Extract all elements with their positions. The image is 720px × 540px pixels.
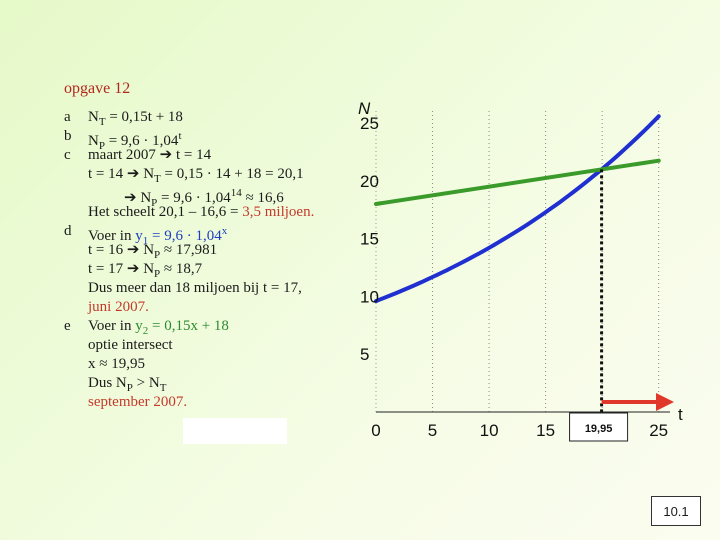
line-text: t = 14 ➔ NT = 0,15 · 14 + 18 = 20,1 xyxy=(88,165,304,189)
text-fragment: = 9,6 · 1,04 xyxy=(157,190,231,206)
text-fragment: = 9,6 · 1,04 xyxy=(148,228,222,244)
text-fragment: 14 xyxy=(230,187,242,199)
text-fragment: T xyxy=(159,382,167,394)
text-fragment: Voer in xyxy=(88,228,136,244)
text-fragment: Het scheelt 20,1 – 16,6 = xyxy=(88,204,243,220)
text-fragment: P xyxy=(154,268,161,280)
text-fragment: ≈ 16,6 xyxy=(241,190,284,206)
text-fragment: 2 xyxy=(142,325,149,337)
arrow-head-icon xyxy=(656,393,674,411)
line-text: september 2007. xyxy=(88,393,187,412)
text-fragment: t = 17 ➔ N xyxy=(88,261,155,277)
text-fragment: Dus meer dan 18 miljoen bij t = 17, xyxy=(88,280,302,296)
line-text: Dus NP > NT xyxy=(88,374,166,398)
line-text: Dus meer dan 18 miljoen bij t = 17, xyxy=(88,279,302,298)
text-fragment: optie intersect xyxy=(88,337,173,353)
text-fragment: T xyxy=(154,173,161,185)
page-number-badge: 10.1 xyxy=(651,496,701,526)
line-text: maart 2007 ➔ t = 14 xyxy=(88,146,211,165)
part-marker: d xyxy=(64,223,72,239)
text-fragment: t xyxy=(178,130,182,142)
linear-line xyxy=(374,158,661,206)
line-text: Voer in y2 = 0,15x + 18 xyxy=(88,317,229,341)
y-axis-label: N xyxy=(358,99,371,118)
line-text: Voer in y1 = 9,6 · 1,04x xyxy=(88,222,227,251)
part-marker: b xyxy=(64,128,72,144)
text-fragment: P xyxy=(154,249,161,261)
line-text: NT = 0,15t + 18 xyxy=(88,108,183,132)
y-tick-label: 5 xyxy=(360,345,369,364)
line-text: optie intersect xyxy=(88,336,173,355)
text-fragment: x ≈ 19,95 xyxy=(88,356,145,372)
text-fragment: P xyxy=(98,140,105,152)
text-fragment: t = 16 ➔ N xyxy=(88,242,155,258)
text-fragment: 3,5 miljoen. xyxy=(242,204,315,220)
cover-box xyxy=(183,418,287,444)
text-fragment: P xyxy=(151,197,158,209)
y-tick-label: 20 xyxy=(360,172,379,191)
text-fragment: ➔ N xyxy=(124,190,152,206)
line-text: juni 2007. xyxy=(88,298,149,317)
text-fragment: Voer in xyxy=(88,318,136,334)
line-text: t = 17 ➔ NP ≈ 18,7 xyxy=(88,260,202,284)
intersection-value-label: 19,95 xyxy=(585,423,613,435)
text-fragment: = 0,15 · 14 + 18 = 20,1 xyxy=(160,166,304,182)
text-fragment: juni 2007. xyxy=(88,299,149,315)
x-tick-label: 5 xyxy=(428,421,437,440)
x-tick-label: 0 xyxy=(371,421,380,440)
text-fragment: T xyxy=(98,116,106,128)
intersection-value-box xyxy=(569,412,629,442)
y-tick-label: 25 xyxy=(360,114,379,133)
line-text: x ≈ 19,95 xyxy=(88,355,145,374)
line-text: ➔ NP = 9,6 · 1,0414 ≈ 16,6 xyxy=(124,184,284,213)
text-fragment: y xyxy=(135,318,143,334)
text-fragment: x xyxy=(221,225,228,237)
exponential-curve xyxy=(374,114,661,304)
text-fragment: maart 2007 ➔ t = 14 xyxy=(88,147,212,163)
text-fragment: y xyxy=(135,228,143,244)
line-text: t = 16 ➔ NP ≈ 17,981 xyxy=(88,241,217,265)
x-tick-label: 15 xyxy=(536,421,555,440)
exercise-title: opgave 12 xyxy=(64,80,131,97)
text-fragment: N xyxy=(88,133,99,149)
text-fragment: Dus N xyxy=(88,375,127,391)
x-tick-label: 10 xyxy=(480,421,499,440)
text-fragment: P xyxy=(126,382,133,394)
text-fragment: = 9,6 · 1,04 xyxy=(104,133,179,149)
line-text: NP = 9,6 · 1,04t xyxy=(88,127,182,156)
part-marker: e xyxy=(64,318,71,334)
text-fragment: N xyxy=(88,109,99,125)
line-text: Het scheelt 20,1 – 16,6 = 3,5 miljoen. xyxy=(88,203,314,222)
text-fragment: september 2007. xyxy=(88,394,188,410)
part-marker: a xyxy=(64,109,71,125)
text-fragment: 1 xyxy=(142,235,149,247)
x-axis-label: t xyxy=(678,405,683,424)
y-tick-label: 10 xyxy=(360,287,379,306)
text-fragment: t = 14 ➔ N xyxy=(88,166,155,182)
text-fragment: ≈ 18,7 xyxy=(160,261,203,277)
text-fragment: ≈ 17,981 xyxy=(160,242,218,258)
text-fragment: = 0,15x + 18 xyxy=(148,318,229,334)
x-tick-label: 25 xyxy=(649,421,668,440)
text-fragment: > N xyxy=(132,375,160,391)
text-fragment: = 0,15t + 18 xyxy=(105,109,183,125)
part-marker: c xyxy=(64,147,71,163)
y-tick-label: 15 xyxy=(360,230,379,249)
